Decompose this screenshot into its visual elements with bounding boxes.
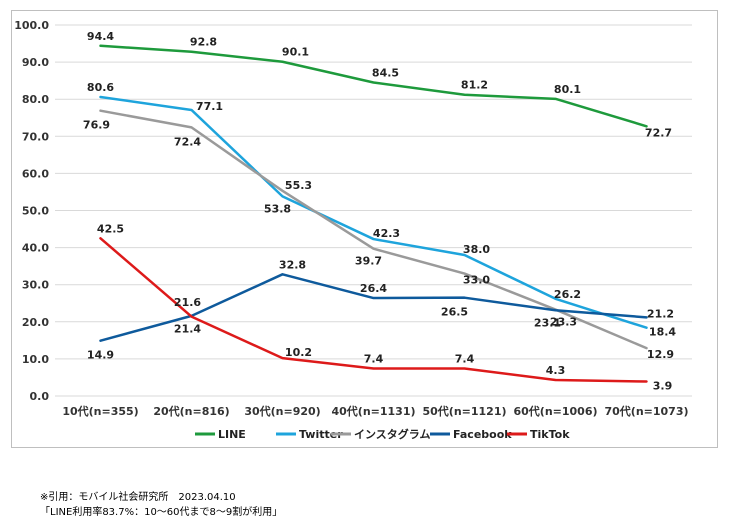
series-line-0 bbox=[99, 44, 648, 128]
data-label: 76.9 bbox=[83, 119, 110, 132]
legend-label: Facebook bbox=[453, 428, 512, 441]
series-line-1 bbox=[99, 95, 648, 329]
y-tick-label: 70.0 bbox=[22, 130, 49, 143]
x-tick-label: 50代(n=1121) bbox=[422, 404, 506, 418]
data-label: 53.8 bbox=[264, 202, 291, 215]
data-label: 3.9 bbox=[653, 380, 673, 393]
x-tick-label: 70代(n=1073) bbox=[604, 404, 688, 418]
data-label: 39.7 bbox=[355, 255, 382, 268]
source-note: ※引用：モバイル社会研究所 2023.04.10 「LINE利用率83.7%：1… bbox=[40, 490, 282, 520]
data-label: 7.4 bbox=[364, 353, 384, 366]
data-label: 26.2 bbox=[554, 288, 581, 301]
data-label: 18.4 bbox=[649, 326, 676, 339]
data-label: 90.1 bbox=[282, 46, 309, 59]
line-chart: 0.0 10.0 20.0 30.0 40.0 50.0 60.0 70.0 80.0 90.0 1… bbox=[14, 19, 692, 441]
data-label: 80.1 bbox=[554, 83, 581, 96]
data-label: 94.4 bbox=[87, 30, 114, 43]
y-tick-label: 0.0 bbox=[30, 390, 50, 403]
data-label: 12.9 bbox=[647, 348, 674, 361]
data-label: 23.3 bbox=[550, 316, 577, 329]
data-label: 4.3 bbox=[546, 364, 566, 377]
data-label: 77.1 bbox=[196, 100, 223, 113]
y-tick-label: 60.0 bbox=[22, 167, 49, 180]
legend-label: LINE bbox=[218, 428, 246, 441]
data-label: 42.3 bbox=[373, 227, 400, 240]
x-tick-label: 10代(n=355) bbox=[62, 404, 138, 418]
data-label: 32.8 bbox=[279, 258, 306, 271]
data-label: 33.0 bbox=[463, 274, 490, 287]
data-label: 7.4 bbox=[455, 353, 475, 366]
chart-frame: 0.0 10.0 20.0 30.0 40.0 50.0 60.0 70.0 80.0 90.0 1… bbox=[11, 10, 718, 448]
data-label: 21.6 bbox=[174, 296, 201, 309]
data-label: 72.7 bbox=[645, 126, 672, 139]
x-tick-label: 60代(n=1006) bbox=[513, 404, 597, 418]
data-label: 14.9 bbox=[87, 349, 114, 362]
data-label: 72.4 bbox=[174, 135, 201, 148]
data-label: 81.2 bbox=[461, 79, 488, 92]
data-label: 26.5 bbox=[441, 306, 468, 319]
legend-label: Twitter bbox=[299, 428, 343, 441]
source-citation: ※引用：モバイル社会研究所 2023.04.10 bbox=[40, 492, 236, 503]
y-tick-label: 40.0 bbox=[22, 242, 49, 255]
data-label: 55.3 bbox=[285, 179, 312, 192]
data-label: 42.5 bbox=[97, 222, 124, 235]
y-tick-label: 100.0 bbox=[14, 19, 49, 32]
y-tick-label: 50.0 bbox=[22, 205, 49, 218]
legend-label: TikTok bbox=[530, 428, 570, 441]
x-tick-label: 40代(n=1131) bbox=[331, 404, 415, 418]
data-label: 23.1 bbox=[534, 316, 561, 329]
data-label: 21.4 bbox=[174, 323, 201, 336]
y-tick-label: 30.0 bbox=[22, 279, 49, 292]
x-tick-label: 20代(n=816) bbox=[153, 404, 229, 418]
series-line-4 bbox=[99, 237, 648, 383]
x-tick-label: 30代(n=920) bbox=[244, 404, 320, 418]
source-headline: 「LINE利用率83.7%：10～60代まで8～9割が利用」 bbox=[40, 507, 283, 518]
data-label: 92.8 bbox=[190, 36, 217, 49]
data-label: 80.6 bbox=[87, 81, 114, 94]
legend-label: インスタグラム bbox=[354, 427, 430, 441]
data-label: 10.2 bbox=[285, 346, 312, 359]
data-label: 26.4 bbox=[360, 282, 387, 295]
y-tick-label: 10.0 bbox=[22, 353, 49, 366]
data-label: 38.0 bbox=[463, 243, 490, 256]
y-tick-label: 20.0 bbox=[22, 316, 49, 329]
data-label: 84.5 bbox=[372, 67, 399, 80]
y-tick-label: 80.0 bbox=[22, 93, 49, 106]
y-tick-label: 90.0 bbox=[22, 56, 49, 69]
data-label: 21.2 bbox=[647, 307, 674, 320]
